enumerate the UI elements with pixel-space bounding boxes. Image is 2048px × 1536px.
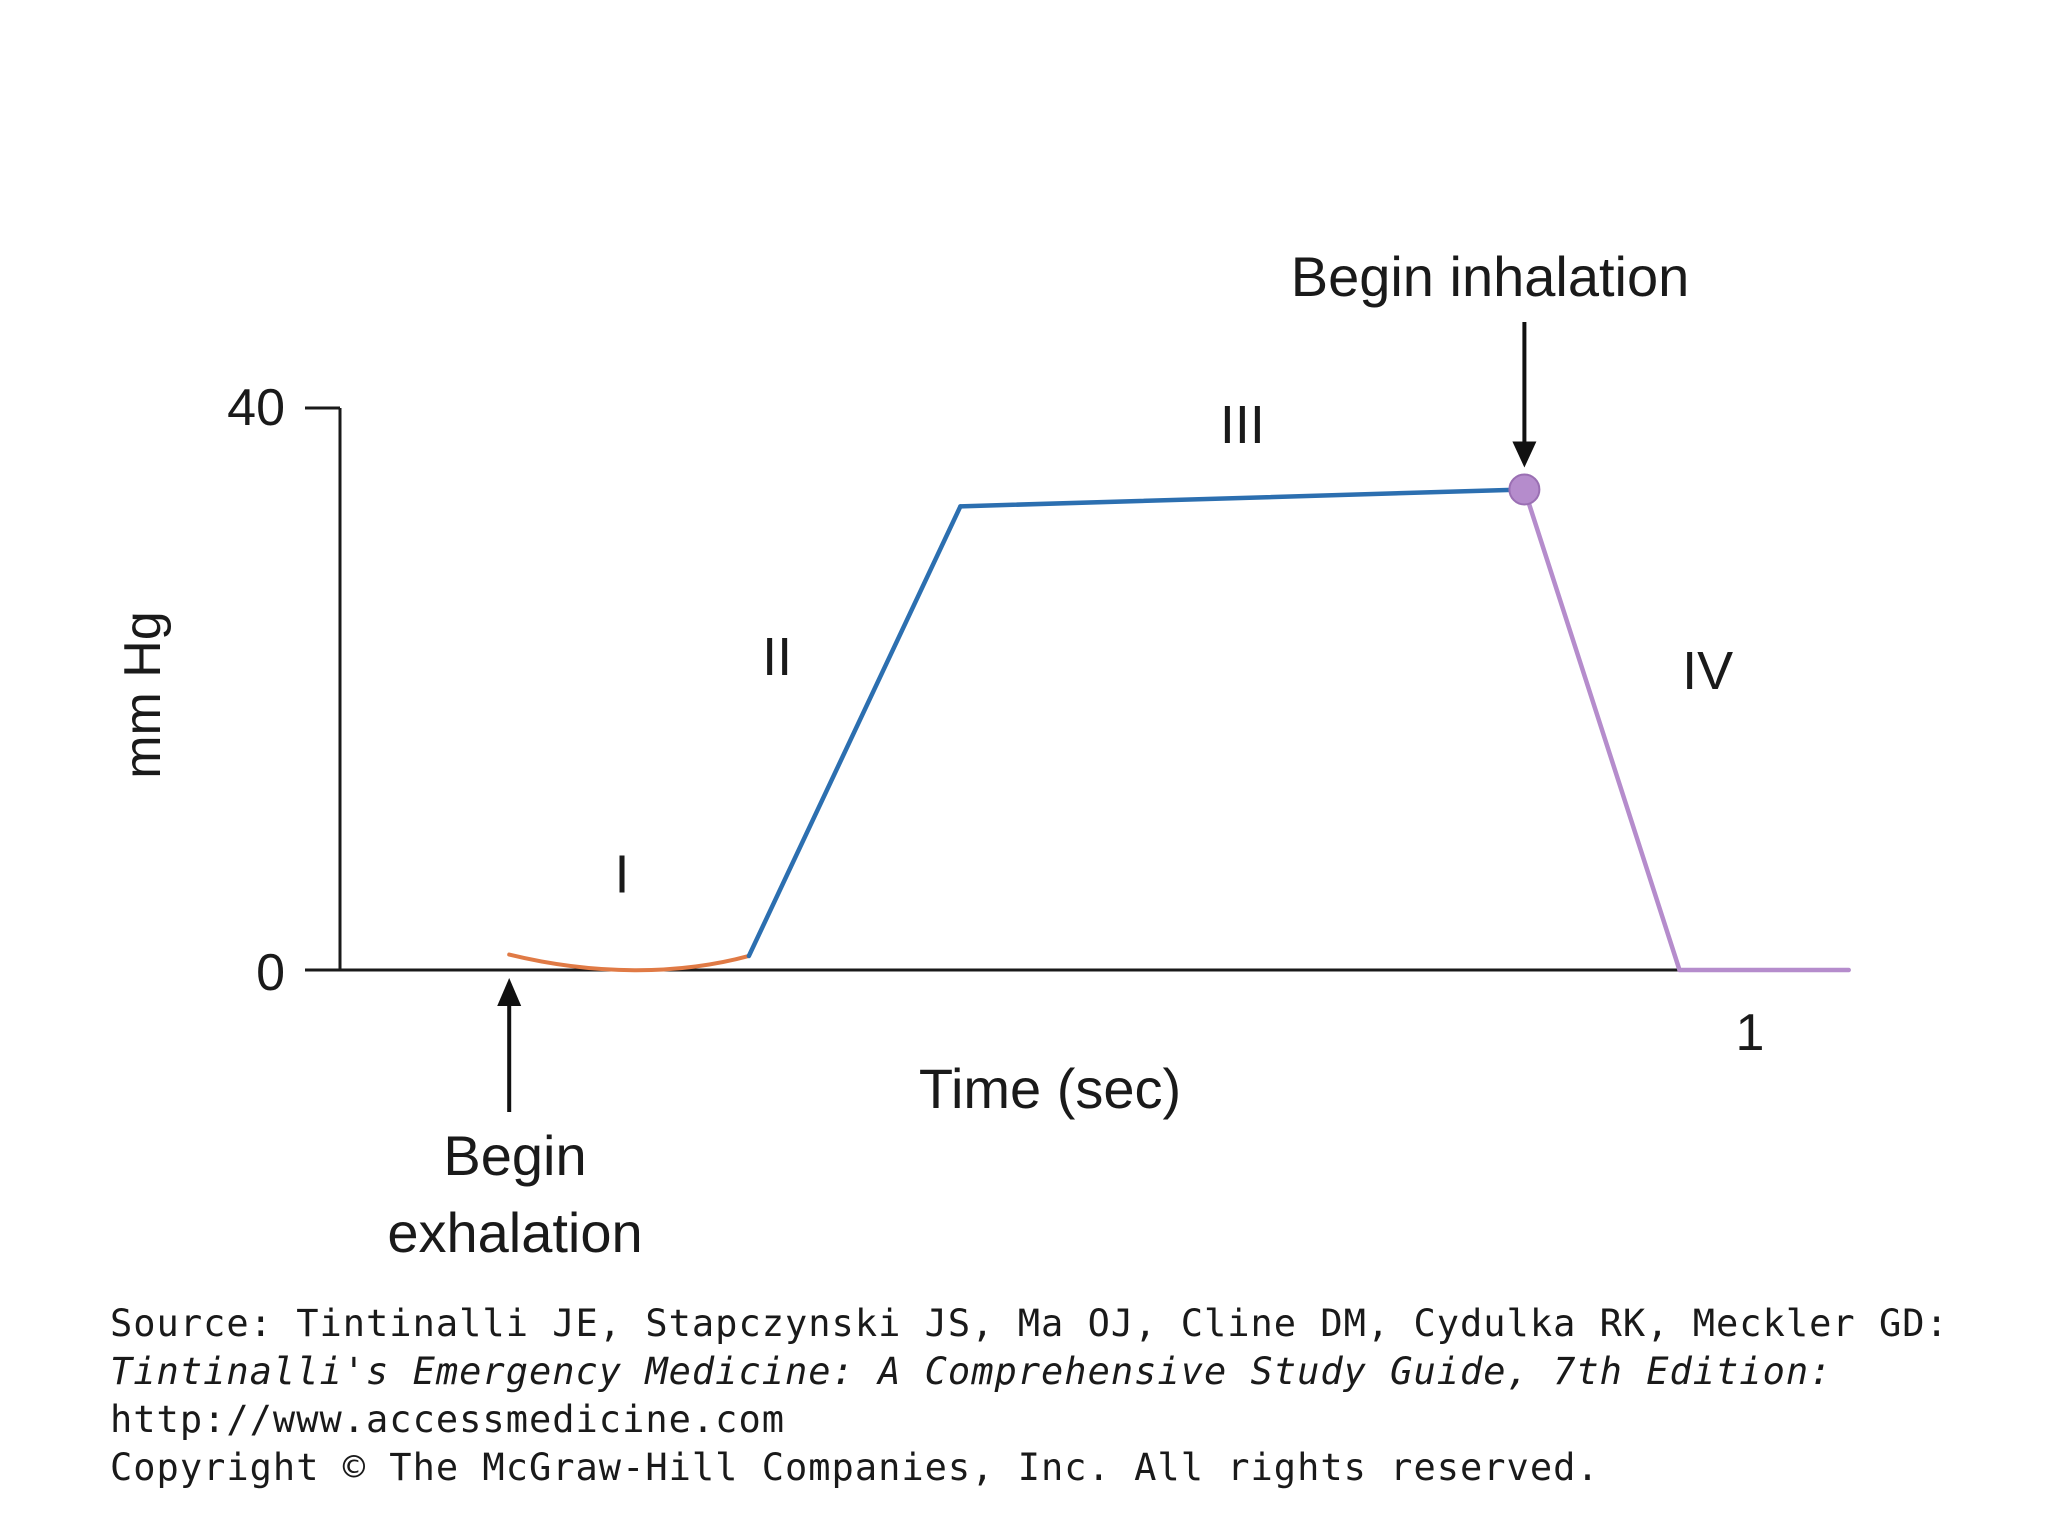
begin-exhalation-label-line2: exhalation (387, 1201, 642, 1264)
source-line-2: Tintinalli's Emergency Medicine: A Compr… (110, 1350, 1833, 1393)
phase-iv-line (1522, 487, 1851, 973)
begin-exhalation-label-line1: Begin (443, 1124, 586, 1187)
copyright-line: Copyright © The McGraw-Hill Companies, I… (110, 1446, 1600, 1489)
begin-inhalation-label: Begin inhalation (1291, 245, 1690, 308)
phase-i-line (507, 952, 751, 973)
phase-ii-line (746, 504, 963, 959)
begin-exhalation-arrow-head (497, 978, 522, 1006)
phase-label-iii: III (1220, 395, 1265, 455)
x-tick-label-1: 1 (1736, 1004, 1765, 1062)
source-line-1: Source: Tintinalli JE, Stapczynski JS, M… (110, 1302, 1949, 1345)
x-axis-title: Time (sec) (919, 1057, 1181, 1120)
phase-label-ii: II (762, 627, 792, 687)
end-tidal-marker (1508, 473, 1541, 506)
phase-iii-line (958, 487, 1527, 509)
source-citation: Source: Tintinalli JE, Stapczynski JS, M… (110, 1300, 2010, 1492)
y-tick-label-40: 40 (227, 379, 285, 437)
begin-inhalation-arrow-head (1512, 441, 1537, 468)
y-axis-title: mm Hg (114, 611, 172, 779)
source-url[interactable]: http://www.accessmedicine.com (110, 1398, 786, 1441)
phase-label-i: I (614, 845, 629, 905)
y-tick-label-0: 0 (256, 944, 285, 1002)
phase-label-iv: IV (1682, 641, 1733, 701)
